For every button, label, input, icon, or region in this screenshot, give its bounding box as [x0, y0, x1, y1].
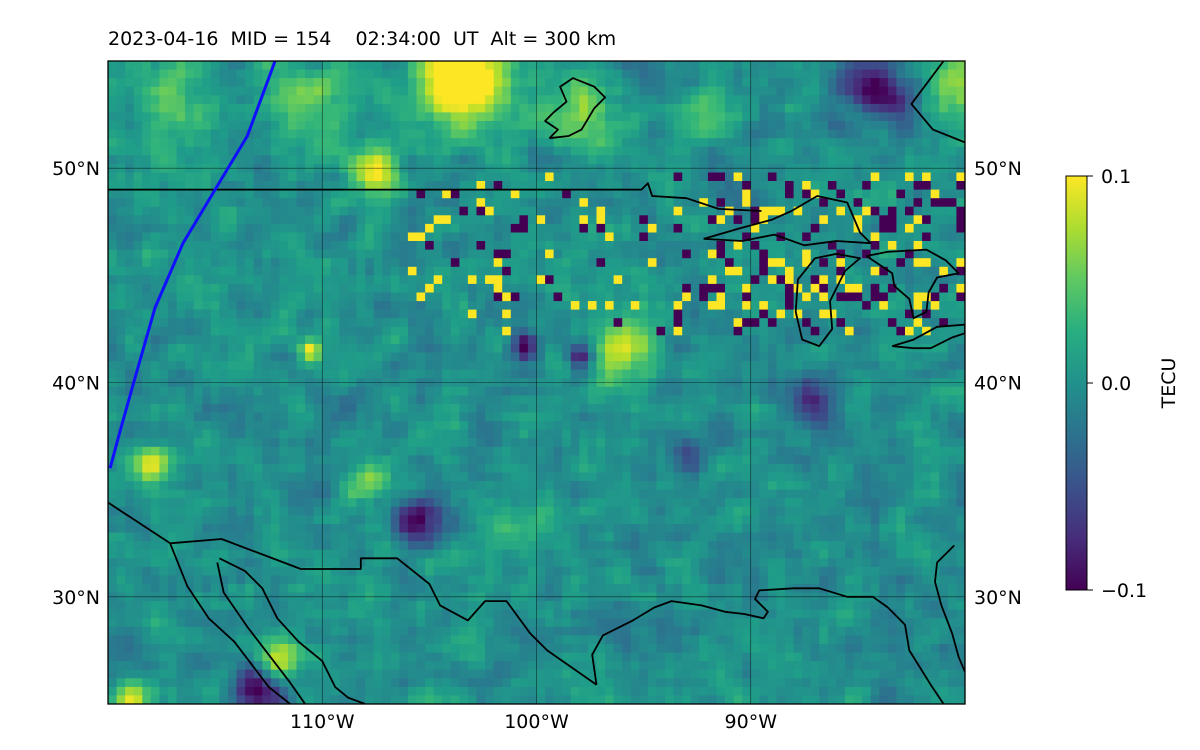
map-axis-labels: 110°W 100°W 90°W 50°N 50°N 40°N 40°N 30°N 30°N	[52, 158, 1022, 733]
lake-erie	[891, 323, 965, 350]
lat-tick-label-right: 50°N	[974, 158, 1022, 180]
james-bay-coast	[910, 61, 965, 144]
map-gridlines	[108, 61, 965, 704]
solar-terminator	[108, 61, 277, 469]
coastlines-and-borders	[108, 61, 965, 704]
florida-atlantic-coast	[934, 544, 965, 673]
terminator-line	[108, 61, 277, 469]
lat-tick-label-left: 50°N	[52, 158, 100, 180]
sonora-coast	[218, 557, 366, 704]
tec-heatmap	[108, 61, 965, 704]
colorbar-title: TECU	[1158, 358, 1180, 410]
lat-tick-label-left: 40°N	[52, 373, 100, 395]
map-title: 2023-04-16 MID = 154 02:34:00 UT Alt = 3…	[108, 28, 617, 50]
lat-tick-label-left: 30°N	[52, 587, 100, 609]
us-mexico-border	[108, 501, 598, 686]
lon-tick-label: 110°W	[290, 711, 355, 733]
colorbar: 0.1 0.0 −0.1 TECU	[1065, 166, 1180, 602]
lake-superior	[703, 195, 872, 247]
lon-tick-label: 90°W	[725, 711, 778, 733]
map-frame	[107, 60, 966, 705]
us-canada-border	[108, 182, 762, 212]
lat-tick-label-right: 30°N	[974, 587, 1022, 609]
lake-michigan	[794, 252, 861, 348]
colorbar-gradient	[1065, 175, 1088, 591]
baja-california-gulf-coast	[216, 562, 306, 704]
colorbar-tick-label: 0.0	[1101, 373, 1131, 395]
gulf-of-mexico-coast	[591, 587, 945, 704]
baja-pacific-coast	[169, 542, 291, 704]
colorbar-tick-label: −0.1	[1101, 580, 1147, 602]
lake-huron	[865, 248, 960, 320]
colorbar-tick-label: 0.1	[1101, 166, 1131, 188]
colorbar-ticks: 0.1 0.0 −0.1	[1087, 166, 1147, 602]
lat-tick-label-right: 40°N	[974, 373, 1022, 395]
lake-winnipeg	[544, 77, 606, 140]
lon-tick-label: 100°W	[504, 711, 569, 733]
